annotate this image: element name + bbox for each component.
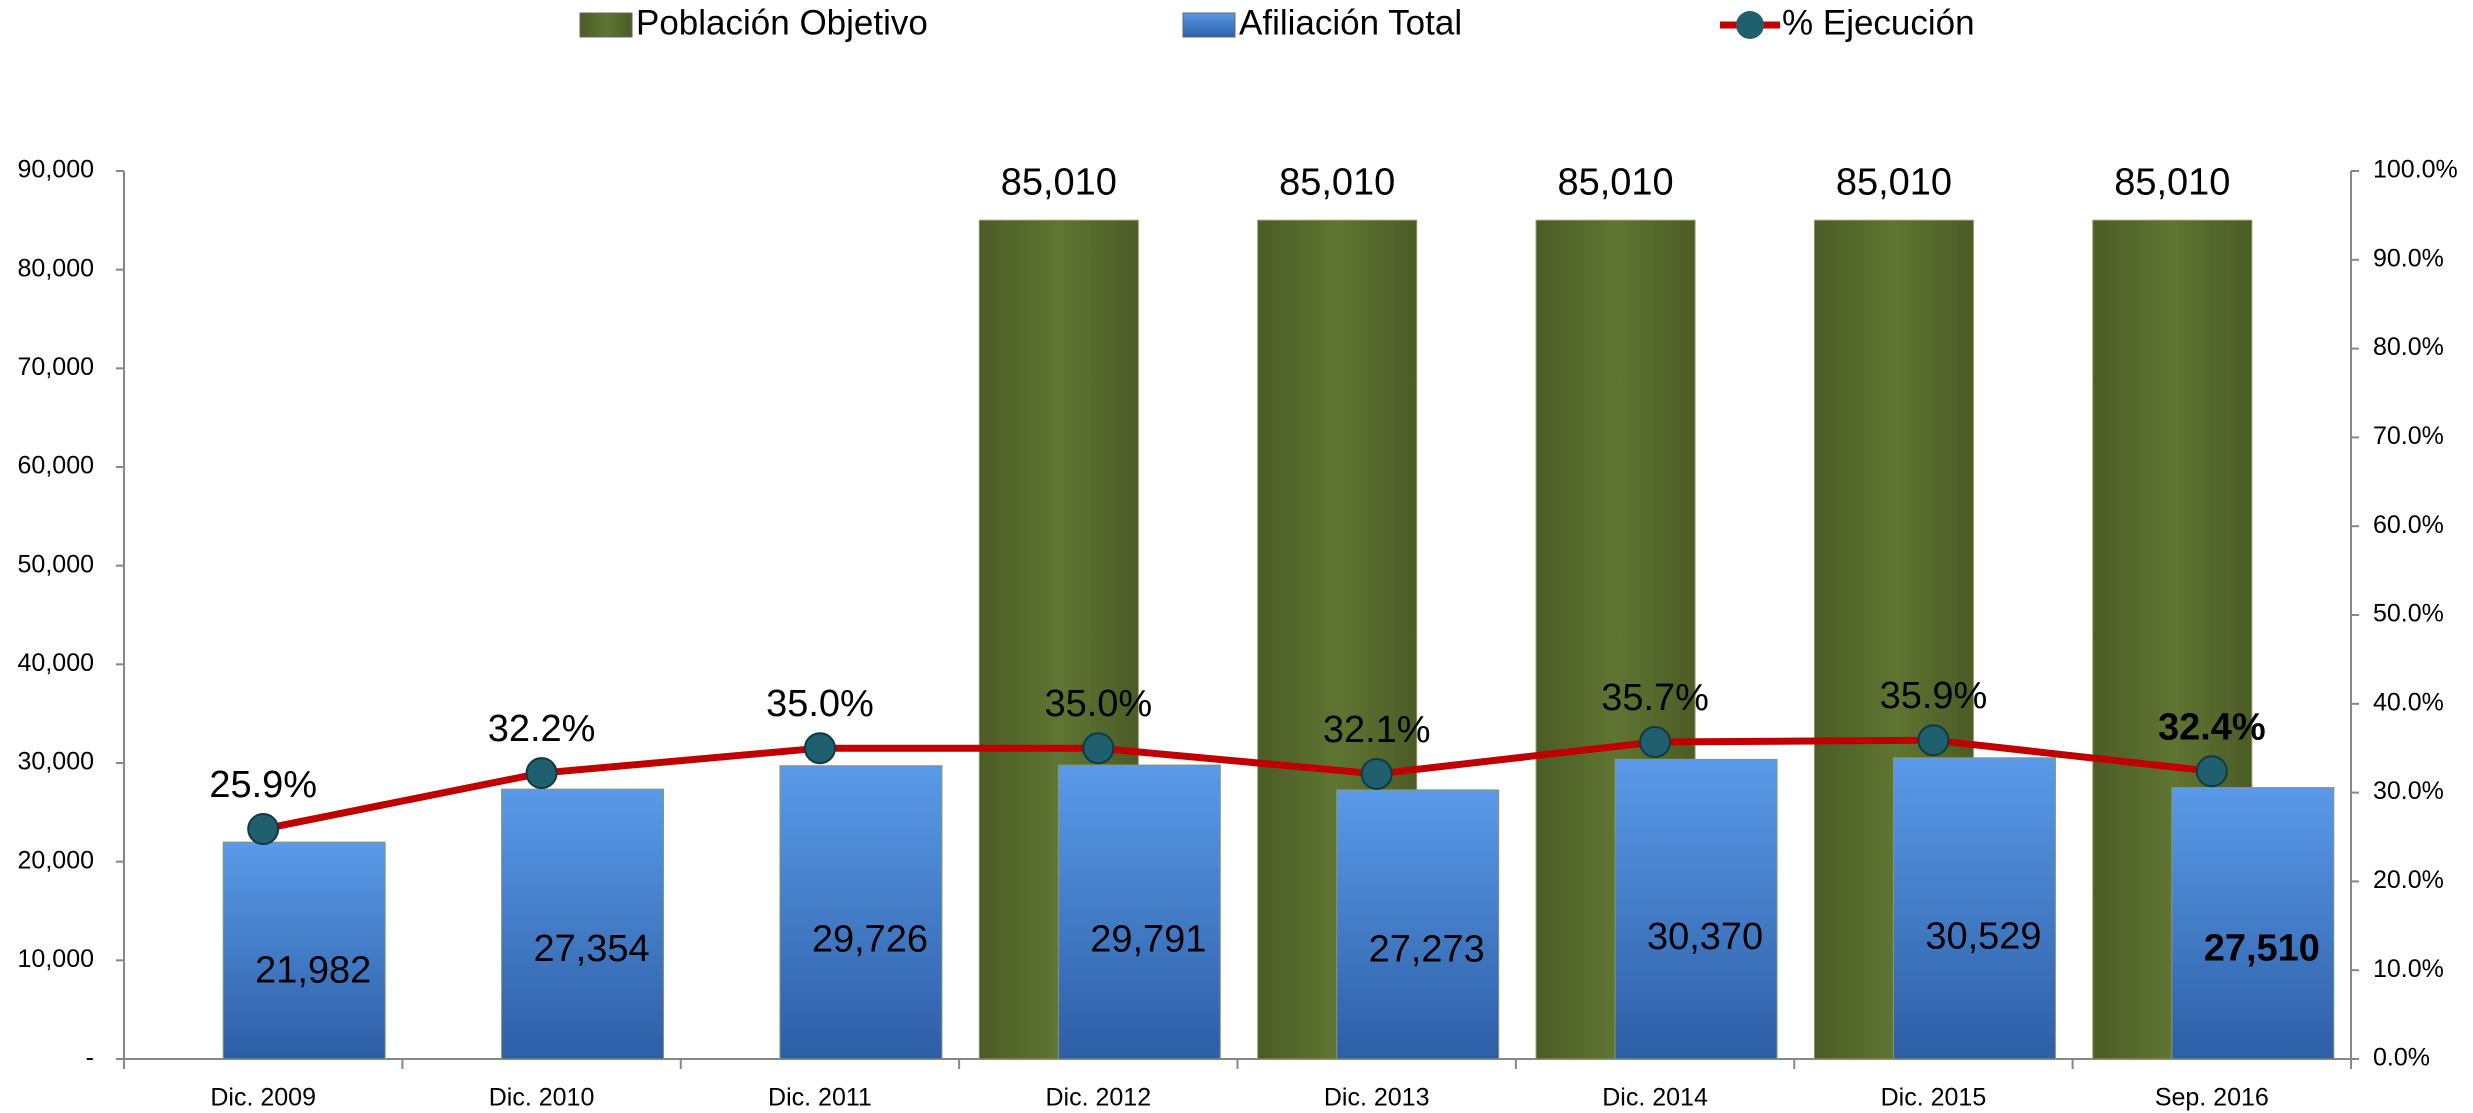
- y2-tick-label: 100.0%: [2373, 156, 2458, 184]
- y2-tick-label: 20.0%: [2373, 866, 2444, 894]
- y-tick-label: 90,000: [18, 156, 94, 184]
- legend-label: Afiliación Total: [1239, 3, 1462, 42]
- marker: [1639, 725, 1672, 758]
- x-tick-label: Dic. 2012: [1046, 1084, 1152, 1112]
- legend-swatch: [1182, 12, 1236, 38]
- x-tick-label: Dic. 2010: [489, 1084, 595, 1112]
- y-tick-label: 60,000: [18, 452, 94, 480]
- data-label: 29,726: [812, 919, 928, 961]
- data-label: 35.0%: [1044, 683, 1152, 725]
- y-tick-label: 10,000: [18, 945, 94, 973]
- y2-tick-label: 60.0%: [2373, 511, 2444, 539]
- bar: [779, 765, 943, 1060]
- data-label: 30,370: [1647, 916, 1763, 958]
- data-label: 35.0%: [766, 683, 874, 725]
- data-label: 85,010: [2114, 161, 2230, 203]
- marker: [1917, 724, 1950, 757]
- y2-tick-label: 90.0%: [2373, 244, 2444, 272]
- legend-label: % Ejecución: [1782, 3, 1975, 42]
- y2-tick-label: 40.0%: [2373, 688, 2444, 716]
- data-label: 32.4%: [2158, 706, 2266, 748]
- data-label: 27,273: [1369, 928, 1485, 970]
- y2-tick-label: 30.0%: [2373, 777, 2444, 805]
- data-label: 30,529: [1925, 916, 2041, 958]
- bar: [2171, 787, 2335, 1060]
- data-label: 27,354: [533, 928, 649, 970]
- marker: [247, 813, 280, 846]
- bar: [1614, 758, 1778, 1060]
- y-tick-label: 30,000: [18, 748, 94, 776]
- data-label: 25.9%: [209, 764, 317, 806]
- bar: [1057, 764, 1221, 1060]
- y2-tick-label: 50.0%: [2373, 600, 2444, 628]
- marker: [2195, 755, 2228, 788]
- y-tick-label: 70,000: [18, 353, 94, 381]
- data-label: 32.1%: [1323, 709, 1431, 751]
- marker: [1360, 757, 1393, 790]
- marker: [1082, 732, 1115, 765]
- data-label: 21,982: [255, 949, 371, 991]
- legend-label: Población Objetivo: [636, 3, 928, 42]
- data-label: 32.2%: [488, 708, 596, 750]
- bar: [222, 841, 386, 1060]
- data-label: 85,010: [1836, 161, 1952, 203]
- marker: [803, 732, 836, 765]
- legend-swatch: [1736, 11, 1764, 39]
- line: [262, 736, 2213, 833]
- marker: [525, 757, 558, 790]
- x-tick-label: Dic. 2009: [210, 1084, 316, 1112]
- y-tick-label: 20,000: [18, 846, 94, 874]
- x-tick-label: Dic. 2014: [1602, 1084, 1708, 1112]
- data-label: 35.7%: [1601, 677, 1709, 719]
- data-label: 85,010: [1279, 161, 1395, 203]
- x-tick-label: Dic. 2015: [1881, 1084, 1987, 1112]
- y2-tick-label: 10.0%: [2373, 955, 2444, 983]
- bar: [1336, 789, 1500, 1060]
- data-label: 85,010: [1001, 161, 1117, 203]
- data-label: 85,010: [1557, 161, 1673, 203]
- y-tick-label: 50,000: [18, 550, 94, 578]
- y2-tick-label: 70.0%: [2373, 422, 2444, 450]
- bar: [1892, 757, 2056, 1060]
- y-tick-label: 80,000: [18, 254, 94, 282]
- y-tick-label: 40,000: [18, 649, 94, 677]
- x-tick-label: Sep. 2016: [2155, 1084, 2269, 1112]
- x-tick-label: Dic. 2011: [768, 1084, 872, 1112]
- y2-tick-label: 0.0%: [2373, 1044, 2430, 1072]
- legend-swatch: [579, 12, 633, 38]
- y2-tick-label: 80.0%: [2373, 333, 2444, 361]
- y-tick-label: -: [86, 1044, 94, 1072]
- data-label: 27,510: [2204, 927, 2320, 969]
- x-tick-label: Dic. 2013: [1324, 1084, 1430, 1112]
- data-label: 29,791: [1090, 918, 1206, 960]
- data-label: 35.9%: [1880, 675, 1988, 717]
- bar: [501, 788, 665, 1060]
